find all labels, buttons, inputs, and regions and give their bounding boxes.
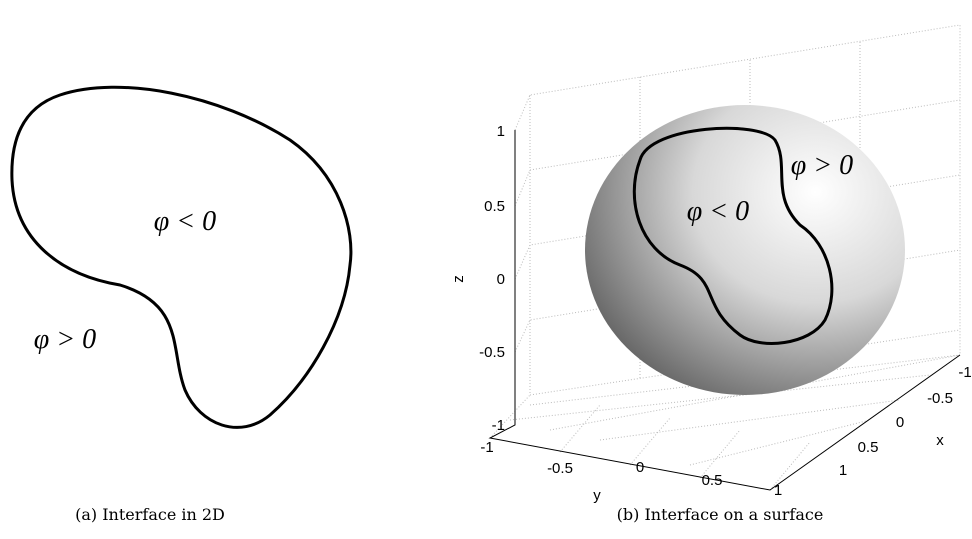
z-axis-label: z	[450, 275, 467, 283]
caption: (a) Interface in 2D	[75, 505, 225, 524]
page: {"panels": [ {"inside_label": "φ < 0", "…	[0, 0, 972, 539]
x-tick-label: 0	[896, 414, 904, 431]
x-axis-label: x	[936, 432, 944, 449]
z-tick-label: 0	[497, 271, 505, 288]
inside-label: φ < 0	[154, 206, 216, 237]
y-tick-label: -0.5	[547, 460, 573, 477]
panel-b: φ < 0 φ > 0 z y x (b) Interface on a sur…	[450, 25, 960, 524]
z-tick-label: -0.5	[479, 344, 505, 361]
outside-label: φ > 0	[34, 324, 96, 355]
y-tick-label: 0.5	[702, 472, 723, 489]
x-tick-label: -1	[958, 364, 971, 381]
caption: (b) Interface on a surface	[617, 505, 824, 524]
outside-label: φ > 0	[791, 150, 853, 181]
z-tick-label: 1	[497, 123, 505, 140]
figure: φ < 0 φ > 0 (a) Interface in 2D φ < 0 φ …	[0, 0, 972, 539]
y-axis-label: y	[593, 487, 601, 504]
x-tick-label: 0.5	[858, 439, 879, 456]
x-tick-label: 1	[839, 462, 847, 479]
sphere	[585, 105, 905, 395]
y-tick-label: -1	[480, 439, 493, 456]
y-tick-label: 0	[636, 459, 644, 476]
inside-label: φ < 0	[687, 196, 749, 227]
z-tick-label: 0.5	[484, 198, 505, 215]
y-tick-label: 1	[774, 482, 782, 499]
panel-a: φ < 0 φ > 0 (a) Interface in 2D	[12, 87, 351, 524]
z-tick-label: -1	[492, 417, 505, 434]
x-tick-label: -0.5	[927, 390, 953, 407]
interface-curve	[12, 87, 351, 427]
